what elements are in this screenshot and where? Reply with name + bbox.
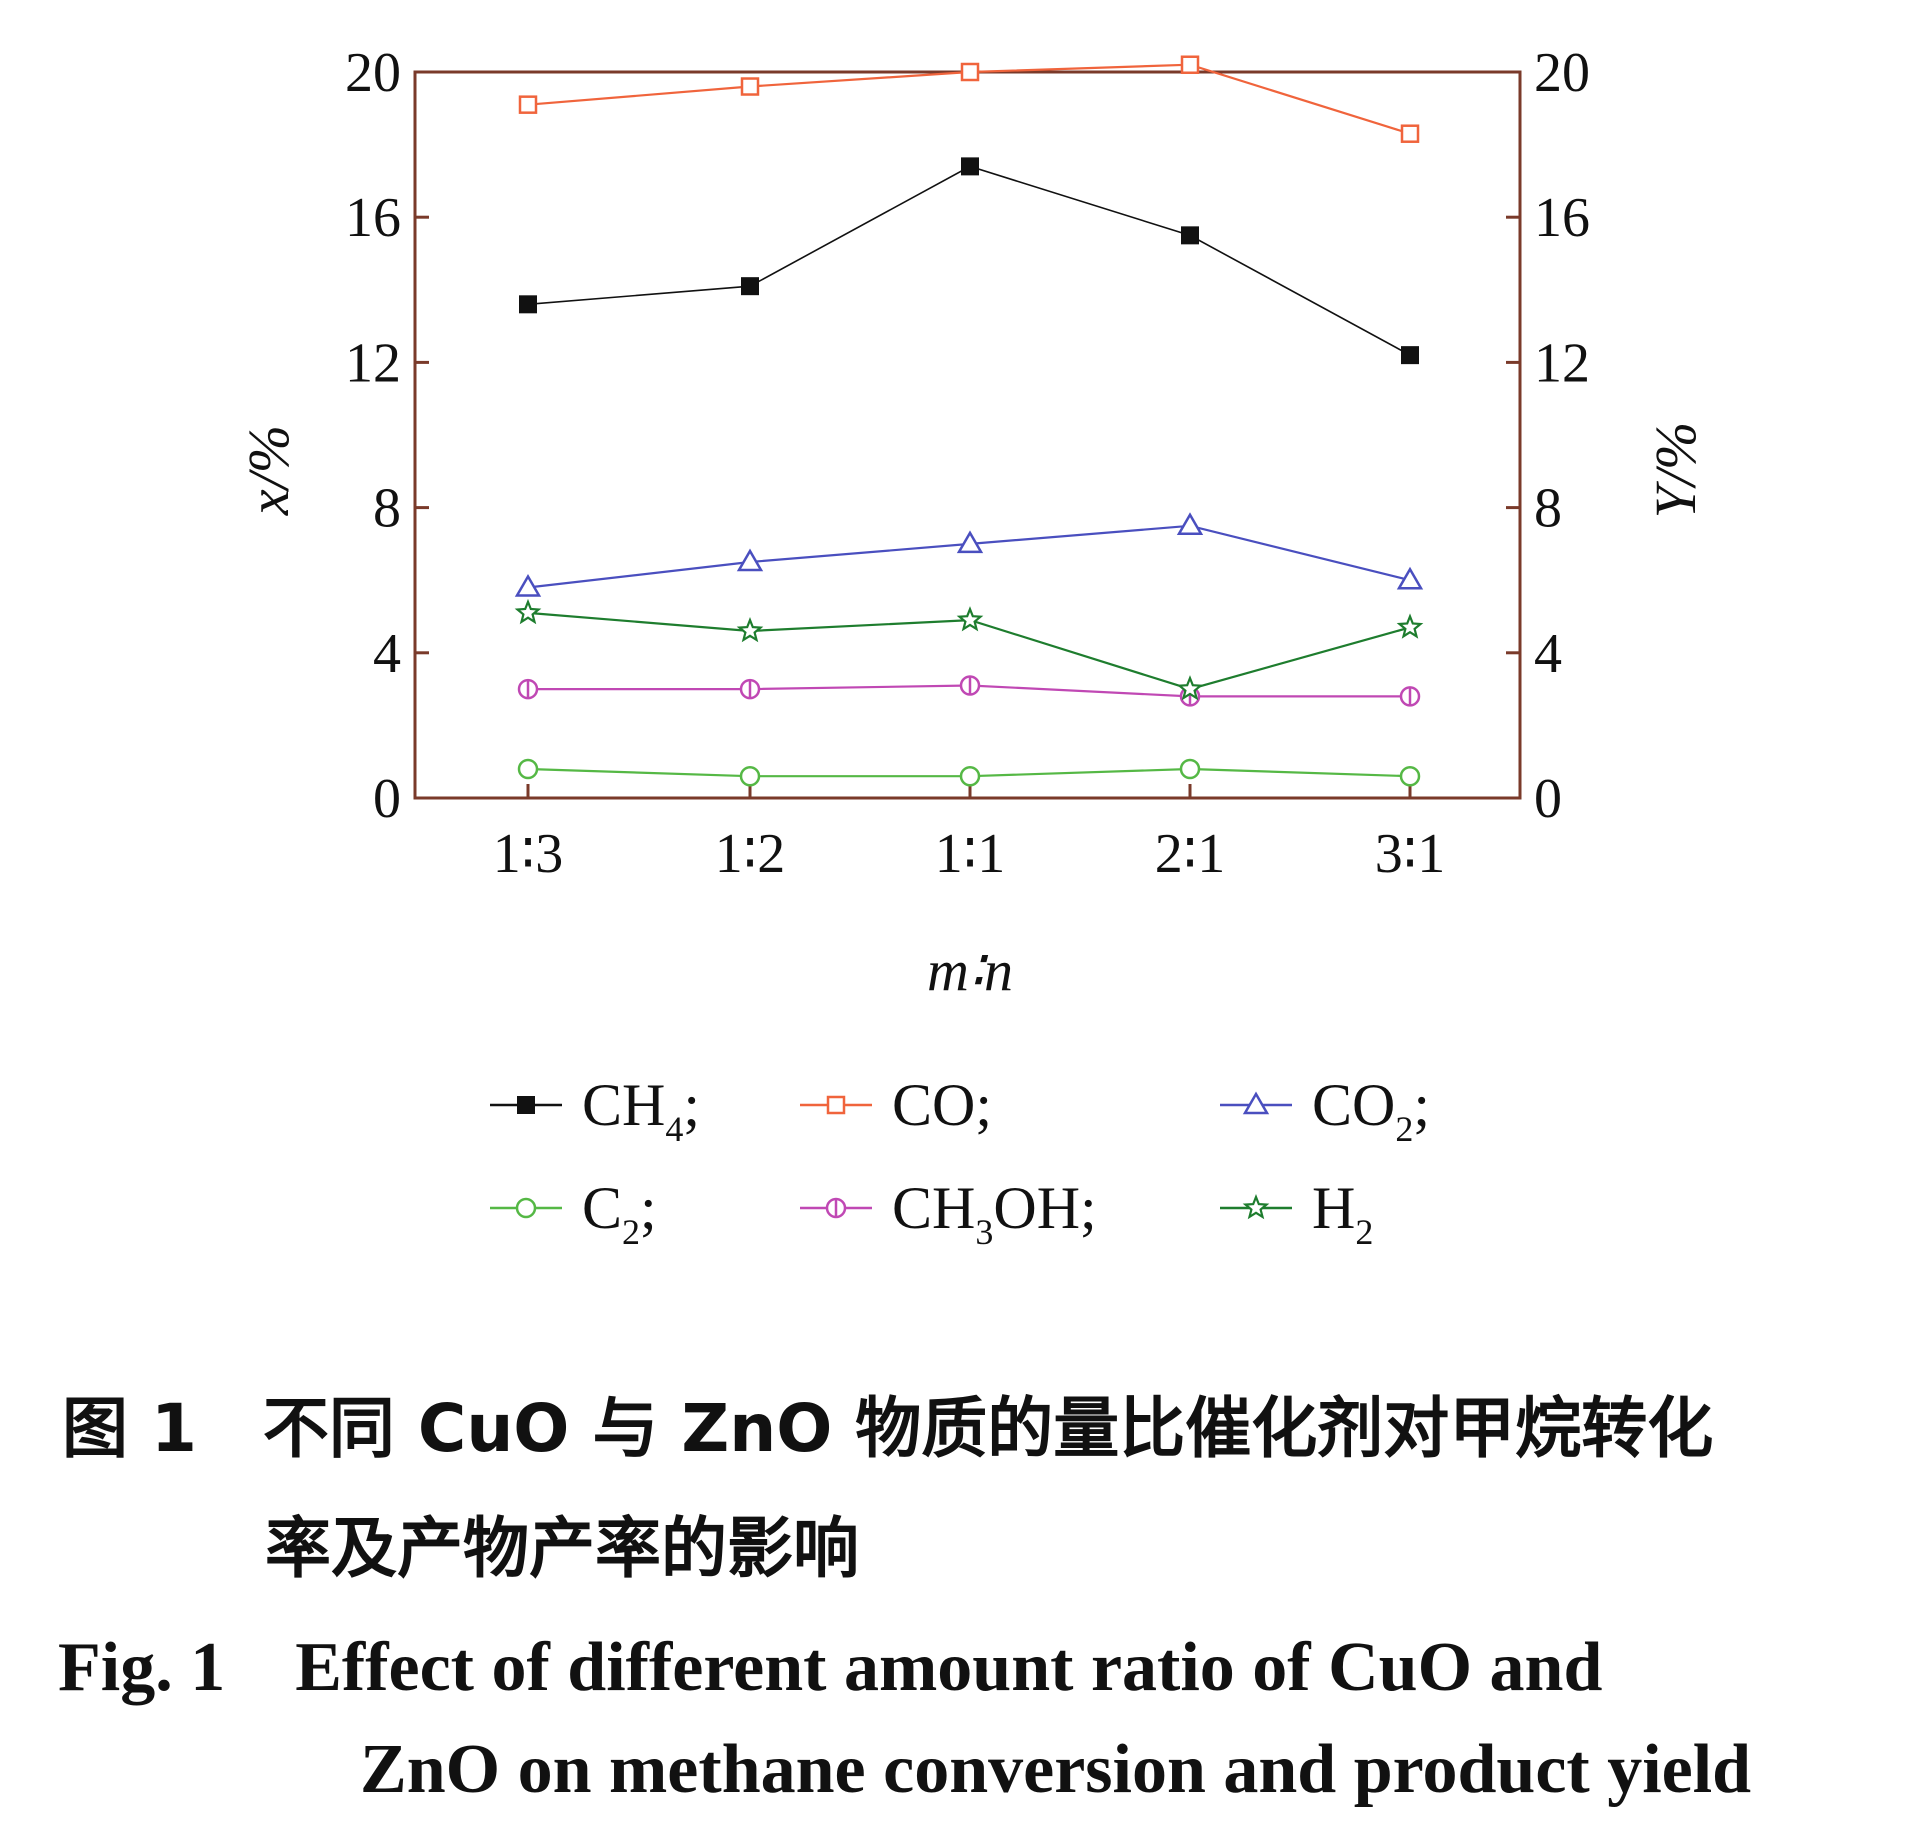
data-point-co	[960, 62, 980, 82]
series-c2	[517, 758, 1421, 787]
x-tick-label: 2∶1	[1155, 823, 1226, 885]
data-point-ch3oh	[1399, 686, 1421, 707]
data-point-co	[518, 95, 538, 114]
series-co	[518, 55, 1420, 143]
legend-marker	[826, 1095, 846, 1115]
caption-zh-line-2: 率及产物产率的影响	[265, 1510, 859, 1587]
legend-item-c2: C2;	[490, 1175, 657, 1252]
data-point-h2	[1396, 613, 1424, 639]
x-tick-label: 1∶1	[935, 823, 1006, 885]
legend-item-co2: CO2;	[1220, 1072, 1430, 1149]
legend-label: CH4;	[582, 1072, 700, 1149]
y-right-tick-label: 4	[1534, 623, 1562, 685]
legend-label: H2	[1312, 1175, 1373, 1252]
legend: CH4; CO; CO2; C2; CH3OH; H2	[490, 1072, 1430, 1252]
y-left-tick-label: 0	[373, 768, 401, 830]
data-point-c2	[739, 765, 761, 787]
data-point-co	[740, 77, 760, 96]
caption-en-line-2: ZnO on methane conversion and product yi…	[360, 1731, 1752, 1808]
legend-marker	[515, 1197, 537, 1219]
data-point-co2	[1396, 566, 1424, 590]
data-point-co2	[956, 530, 984, 554]
y-right-tick-label: 16	[1534, 187, 1590, 249]
legend-item-h2: H2	[1220, 1175, 1373, 1252]
y-left-tick-label: 4	[373, 623, 401, 685]
legend-marker	[1242, 1091, 1270, 1115]
x-tick-label: 3∶1	[1375, 823, 1446, 885]
x-tick-label: 1∶3	[493, 823, 564, 885]
data-point-ch3oh	[959, 675, 981, 696]
x-tick-label: 1∶2	[715, 823, 786, 885]
legend-marker	[1242, 1194, 1270, 1220]
y-axis-right-title: Y/%	[1643, 422, 1708, 519]
legend-marker	[825, 1197, 847, 1219]
data-point-ch3oh	[517, 678, 539, 700]
data-point-co2	[514, 573, 542, 597]
legend-label: CH3OH;	[892, 1175, 1097, 1252]
y-left-tick-label: 20	[345, 42, 401, 104]
data-point-ch4	[741, 277, 759, 296]
legend-item-ch4: CH4;	[490, 1072, 700, 1149]
y-right-tick-label: 12	[1534, 332, 1590, 394]
legend-label: CO2;	[1312, 1072, 1430, 1149]
data-point-co2	[736, 548, 764, 572]
series-co2	[514, 512, 1424, 597]
series-ch3oh	[517, 675, 1421, 707]
data-point-h2	[956, 606, 984, 632]
line-chart: 0 0 4 4 8 8 12 12 16 16 20 20 1∶3 1∶2 1∶1 2∶1 3∶1 x/% Y/…	[236, 42, 1708, 1252]
data-point-ch4	[519, 295, 537, 314]
data-point-h2	[514, 598, 542, 625]
caption-en-line-1: Fig. 1 Effect of different amount ratio …	[58, 1629, 1603, 1706]
y-left-tick-label: 16	[345, 187, 401, 249]
data-point-ch3oh	[739, 678, 761, 700]
data-point-co	[1180, 55, 1200, 74]
data-point-ch4	[961, 157, 979, 176]
y-right-tick-label: 0	[1534, 768, 1562, 830]
data-point-co	[1400, 124, 1420, 143]
y-right-tick-label: 8	[1534, 478, 1562, 540]
data-point-h2	[736, 617, 764, 643]
y-right-tick-label: 20	[1534, 42, 1590, 104]
data-point-h2	[1176, 675, 1204, 701]
data-point-c2	[959, 765, 981, 787]
data-point-c2	[1179, 758, 1201, 780]
legend-item-co: CO;	[800, 1072, 992, 1138]
legend-item-ch3oh: CH3OH;	[800, 1175, 1097, 1252]
series-line-ch4	[527, 165, 1411, 356]
legend-label: CO;	[892, 1072, 992, 1138]
data-point-c2	[517, 758, 539, 780]
series-h2	[514, 598, 1424, 701]
data-point-ch4	[1181, 226, 1199, 245]
y-axis-left-title: x/%	[236, 425, 301, 516]
x-axis-title: m∶n	[927, 938, 1013, 1003]
y-left-tick-label: 8	[373, 478, 401, 540]
series-ch4	[519, 157, 1419, 365]
caption-zh-line-1: 图 1 不同 CuO 与 ZnO 物质的量比催化剂对甲烷转化	[62, 1390, 1714, 1467]
legend-label: C2;	[582, 1175, 657, 1252]
data-point-c2	[1399, 765, 1421, 787]
y-left-tick-label: 12	[345, 332, 401, 394]
legend-marker	[517, 1096, 535, 1114]
data-point-ch4	[1401, 346, 1419, 365]
data-point-co2	[1176, 512, 1204, 535]
